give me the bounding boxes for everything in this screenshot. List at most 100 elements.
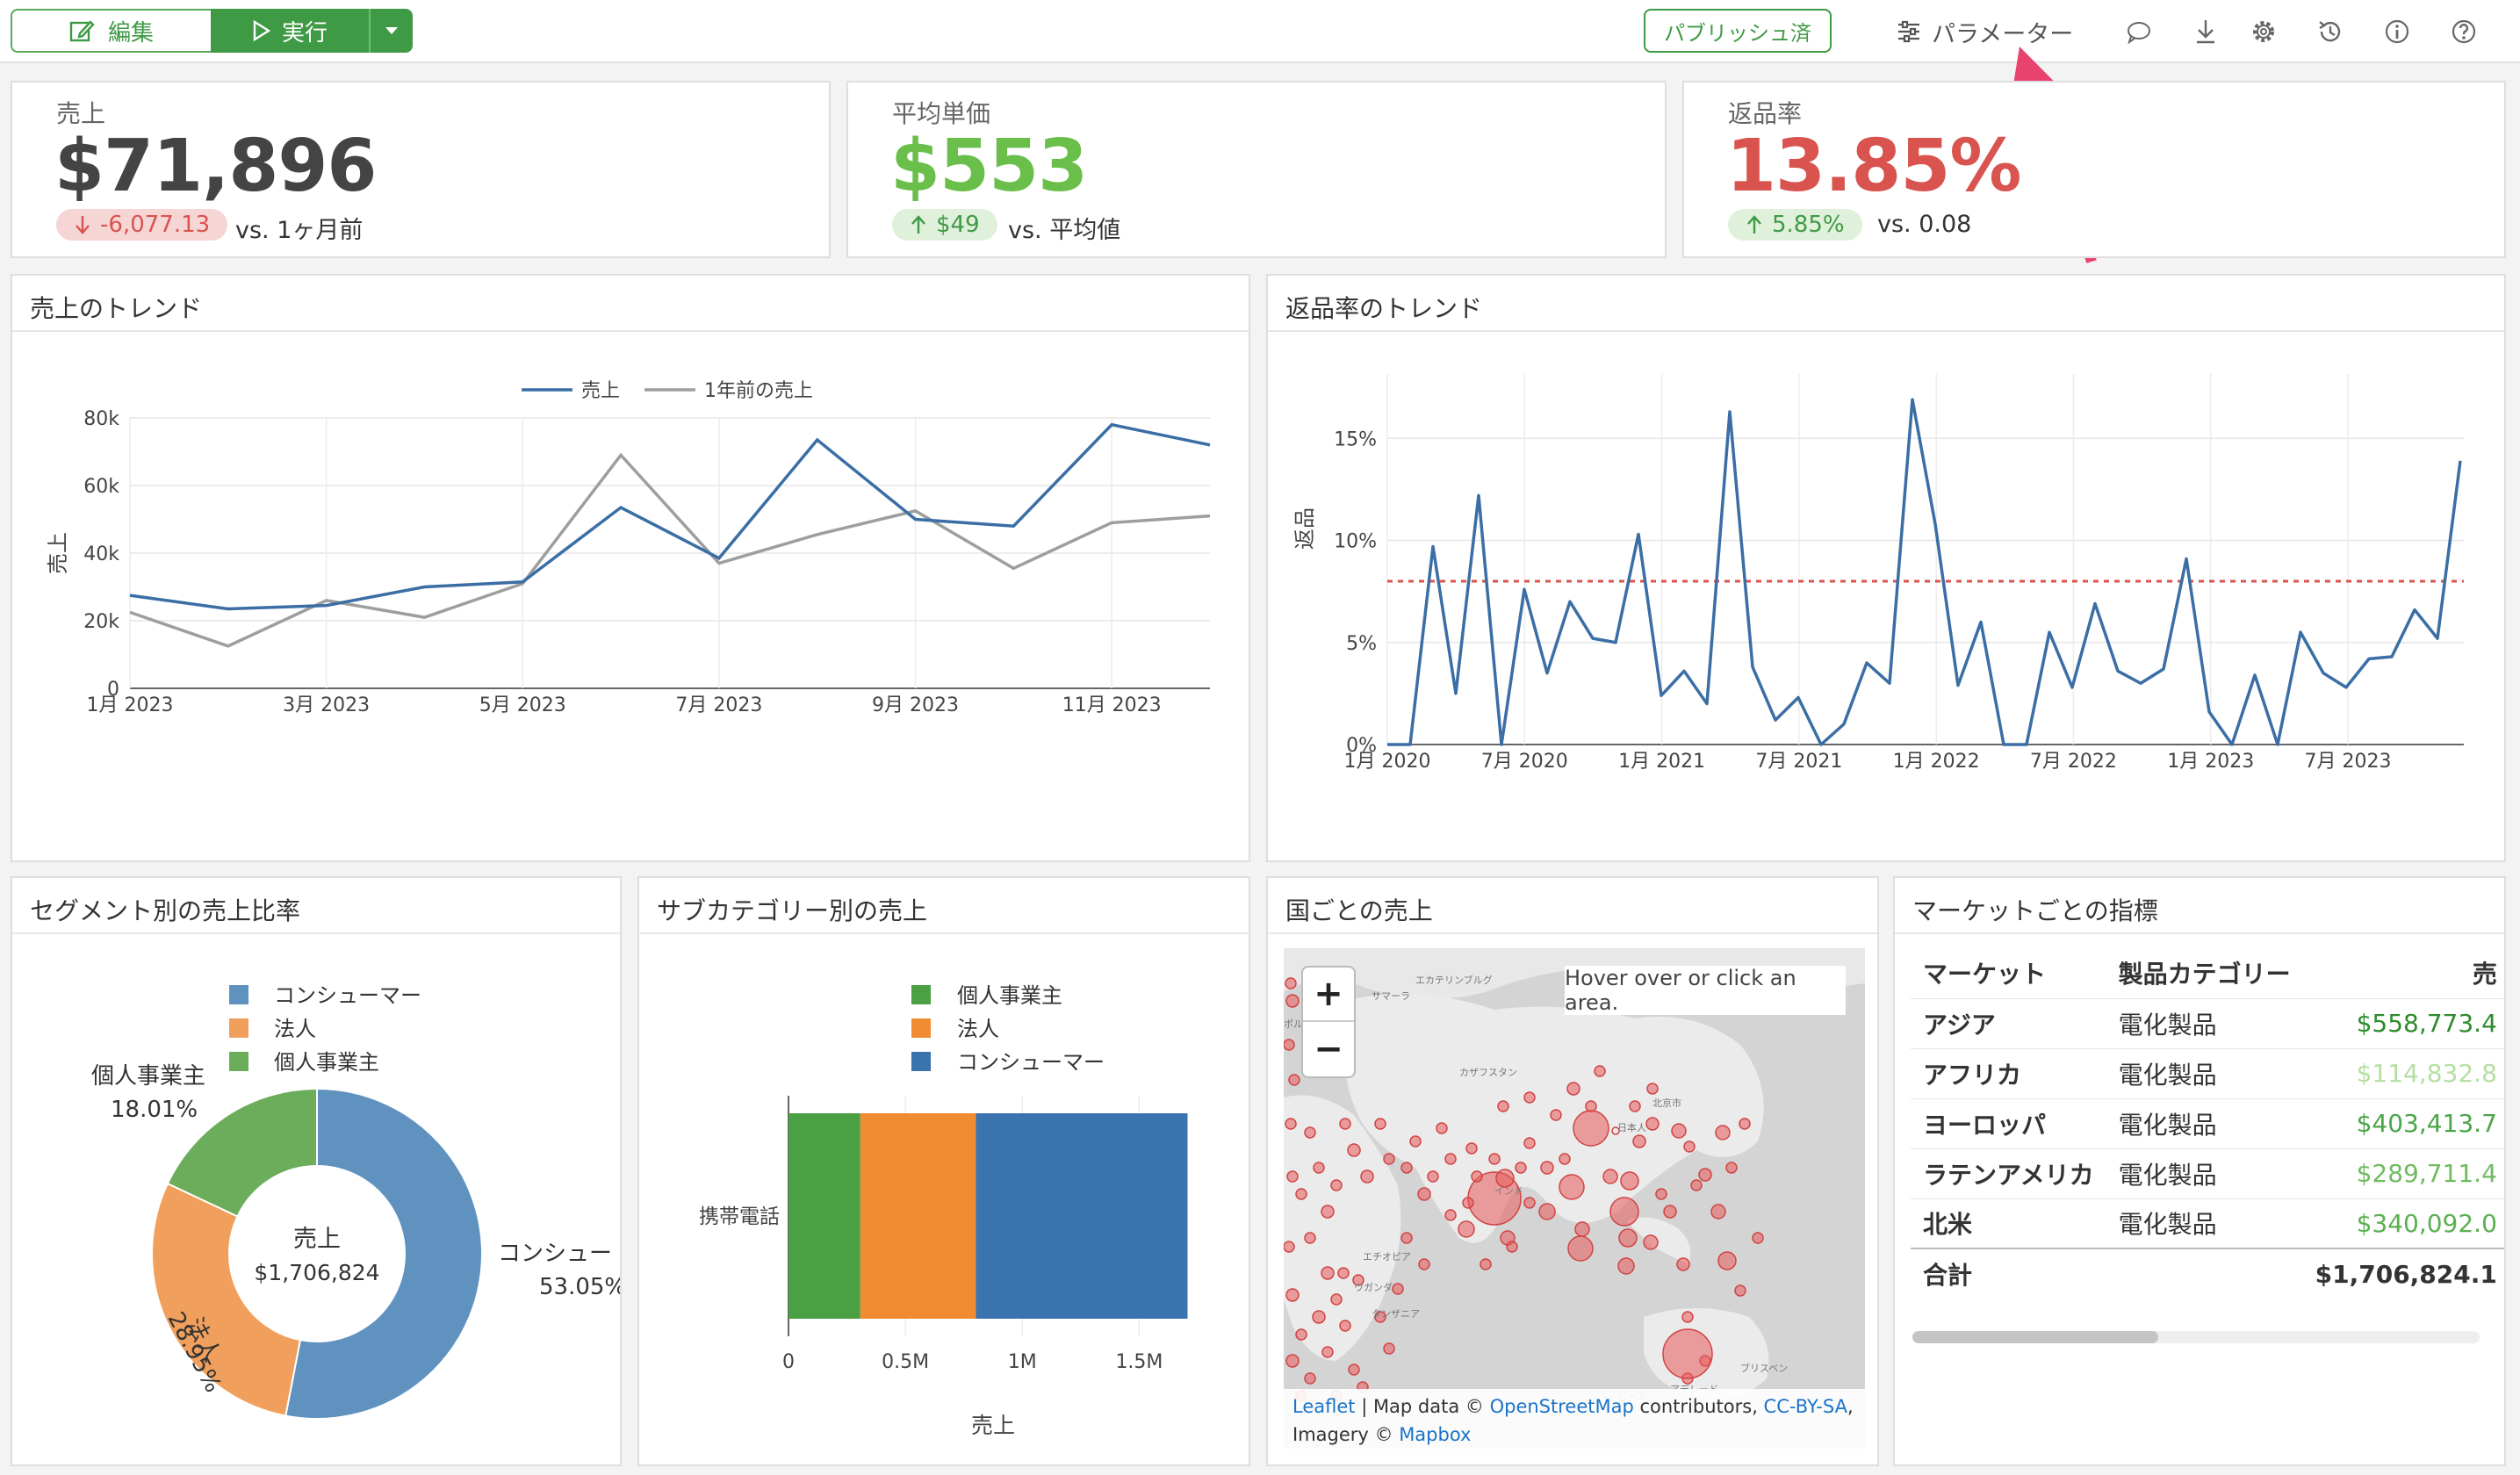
y-tick-label: 60k: [83, 476, 119, 498]
market-panel: マーケットごとの指標 マーケット 製品カテゴリー 売 アジア 電化製品 $558,7…: [1893, 876, 2506, 1466]
caret-down-icon: [385, 27, 398, 34]
country-bubble: [1337, 1267, 1350, 1279]
bar-segment: [976, 1113, 1188, 1319]
return-rate-chart[interactable]: 0% 5% 10% 15% 1月 2020 7月 2020 1月 2021 7月 2021 1月…: [1268, 332, 2504, 860]
x-tick-label: 1月 2020: [1344, 751, 1431, 773]
country-bubble: [1348, 1363, 1360, 1376]
kpi-label: 平均単価: [892, 99, 991, 128]
history-icon[interactable]: [2315, 16, 2346, 47]
arrow-up-icon: [1747, 215, 1761, 234]
sales-trend-chart[interactable]: 0 20k 40k 60k 80k 1月 2023 3月 2023 5月 2023 7月 202…: [12, 332, 1249, 860]
country-bubble: [1655, 1188, 1667, 1200]
x-tick-label: 0: [782, 1351, 795, 1373]
return-rate-trend-panel: 返品率のトレンド 0% 5% 10% 15% 1月 2020 7月 2020 1月 2021…: [1266, 274, 2506, 862]
country-bubble: [1495, 1169, 1515, 1188]
map-canvas[interactable]: エカテリンブルグサマーラカザフスタン北京市インド日本人ポルトガルエチオピアウガン…: [1284, 948, 1865, 1449]
donut-slice: [166, 1087, 318, 1218]
download-icon[interactable]: [2190, 16, 2221, 47]
y-tick-label: 20k: [83, 611, 119, 633]
country-map-panel: 国ごとの売上 エカテリンブルグサマーラカザフスタン北京市インド日本人ポルトガルエ…: [1266, 876, 1879, 1466]
edit-button[interactable]: 編集: [11, 9, 211, 53]
leaflet-link[interactable]: Leaflet: [1292, 1396, 1356, 1417]
country-bubble: [1285, 994, 1300, 1008]
x-tick-label: 0.5M: [882, 1351, 929, 1373]
country-bubble: [1304, 1232, 1316, 1244]
country-bubble: [1523, 1137, 1536, 1149]
table-row[interactable]: ヨーロッパ 電化製品 $403,413.7: [1911, 1097, 2504, 1148]
kpi-card-return-rate[interactable]: 返品率 13.85% 5.85% vs. 0.08: [1682, 81, 2506, 258]
country-bubble: [1360, 1169, 1374, 1184]
license-link[interactable]: CC-BY-SA: [1763, 1396, 1847, 1417]
segment-donut-chart[interactable]: コンシューマー法人個人事業主コンシュー53.05%法人28.95%個人事業主18…: [12, 934, 620, 1464]
table-row[interactable]: アフリカ 電化製品 $114,832.8: [1911, 1047, 2504, 1098]
kpi-label: 売上: [56, 99, 106, 128]
bar-segment: [860, 1113, 976, 1319]
country-bubble: [1436, 1122, 1448, 1134]
table-row[interactable]: 北米 電化製品 $340,092.0: [1911, 1198, 2504, 1248]
country-bubble: [1400, 1162, 1413, 1174]
country-bubble: [1321, 1346, 1334, 1358]
country-bubble: [1739, 1118, 1751, 1130]
world-map[interactable]: エカテリンブルグサマーラカザフスタン北京市インド日本人ポルトガルエチオピアウガン…: [1284, 948, 1865, 1449]
map-place-label: ウガンダ: [1354, 1281, 1393, 1293]
table-row[interactable]: アジア 電化製品 $558,773.4: [1911, 997, 2504, 1048]
country-bubble: [1523, 1091, 1536, 1104]
x-tick-label: 1M: [1008, 1351, 1037, 1373]
kpi-card-avg-price[interactable]: 平均単価 $553 $49 vs. 平均値: [846, 81, 1667, 258]
legend-label: 法人: [957, 1017, 999, 1041]
zoom-out-button[interactable]: −: [1314, 1029, 1343, 1069]
country-bubble: [1715, 1125, 1731, 1140]
map-place-label: カザフスタン: [1459, 1067, 1517, 1078]
column-header[interactable]: 製品カテゴリー: [2118, 960, 2291, 989]
kpi-card-sales[interactable]: 売上 $71,896 -6,077.13 vs. 1ヶ月前: [11, 81, 831, 258]
country-bubble: [1559, 1153, 1571, 1165]
panel-title: 国ごとの売上: [1285, 896, 1433, 925]
country-bubble: [1515, 1162, 1527, 1174]
toolbar: 編集 実行 パブリッシュ済 パラメーター: [0, 0, 2520, 63]
country-bubble: [1573, 1110, 1609, 1147]
legend-label: 法人: [274, 1017, 316, 1041]
country-bubble: [1312, 1310, 1326, 1324]
country-bubble: [1321, 1266, 1335, 1280]
country-bubble: [1304, 1126, 1316, 1139]
x-tick-label: 9月 2023: [872, 694, 959, 716]
zoom-in-button[interactable]: +: [1303, 968, 1354, 1022]
table-header-row: マーケット 製品カテゴリー 売: [1911, 948, 2504, 998]
country-bubble: [1710, 1204, 1726, 1220]
x-tick-label: 11月 2023: [1062, 694, 1162, 716]
arrow-up-icon: [911, 215, 925, 234]
country-bubble: [1632, 1134, 1646, 1148]
legend-swatch: [229, 985, 248, 1004]
country-bubble: [1465, 1142, 1478, 1155]
horizontal-scrollbar[interactable]: [1912, 1331, 2480, 1343]
help-icon[interactable]: [2448, 16, 2480, 47]
y-tick-label: 15%: [1334, 428, 1377, 450]
kpi-compare: vs. 平均値: [1008, 217, 1121, 244]
country-bubble: [1497, 1100, 1509, 1112]
country-bubble: [1643, 1234, 1659, 1250]
run-button[interactable]: 実行: [211, 9, 369, 53]
published-badge[interactable]: パブリッシュ済: [1644, 9, 1832, 53]
legend-label: 1年前の売上: [704, 380, 813, 402]
table-total-row: 合計 $1,706,824.1: [1911, 1248, 2504, 1299]
column-header[interactable]: 売: [2472, 960, 2497, 989]
table-row[interactable]: ラテンアメリカ 電化製品 $289,711.4: [1911, 1148, 2504, 1198]
run-dropdown-button[interactable]: [369, 9, 413, 53]
panel-title: マーケットごとの指標: [1912, 896, 2158, 925]
comment-icon[interactable]: [2123, 16, 2155, 47]
y-tick-label: 0: [107, 679, 119, 701]
kpi-value: $553: [890, 125, 1088, 208]
x-tick-label: 3月 2023: [283, 694, 370, 716]
info-icon[interactable]: [2381, 16, 2413, 47]
map-place-label: 日本人: [1617, 1121, 1646, 1133]
mapbox-link[interactable]: Mapbox: [1399, 1424, 1472, 1445]
column-header[interactable]: マーケット: [1923, 960, 2047, 989]
country-bubble: [1383, 1153, 1395, 1165]
series-line-return-rate: [1387, 398, 2462, 746]
scrollbar-thumb[interactable]: [1912, 1331, 2158, 1343]
osm-link[interactable]: OpenStreetMap: [1489, 1396, 1634, 1417]
parameter-button[interactable]: パラメーター: [1897, 12, 2073, 51]
settings-icon[interactable]: [2248, 16, 2279, 47]
country-bubble: [1676, 1257, 1690, 1271]
